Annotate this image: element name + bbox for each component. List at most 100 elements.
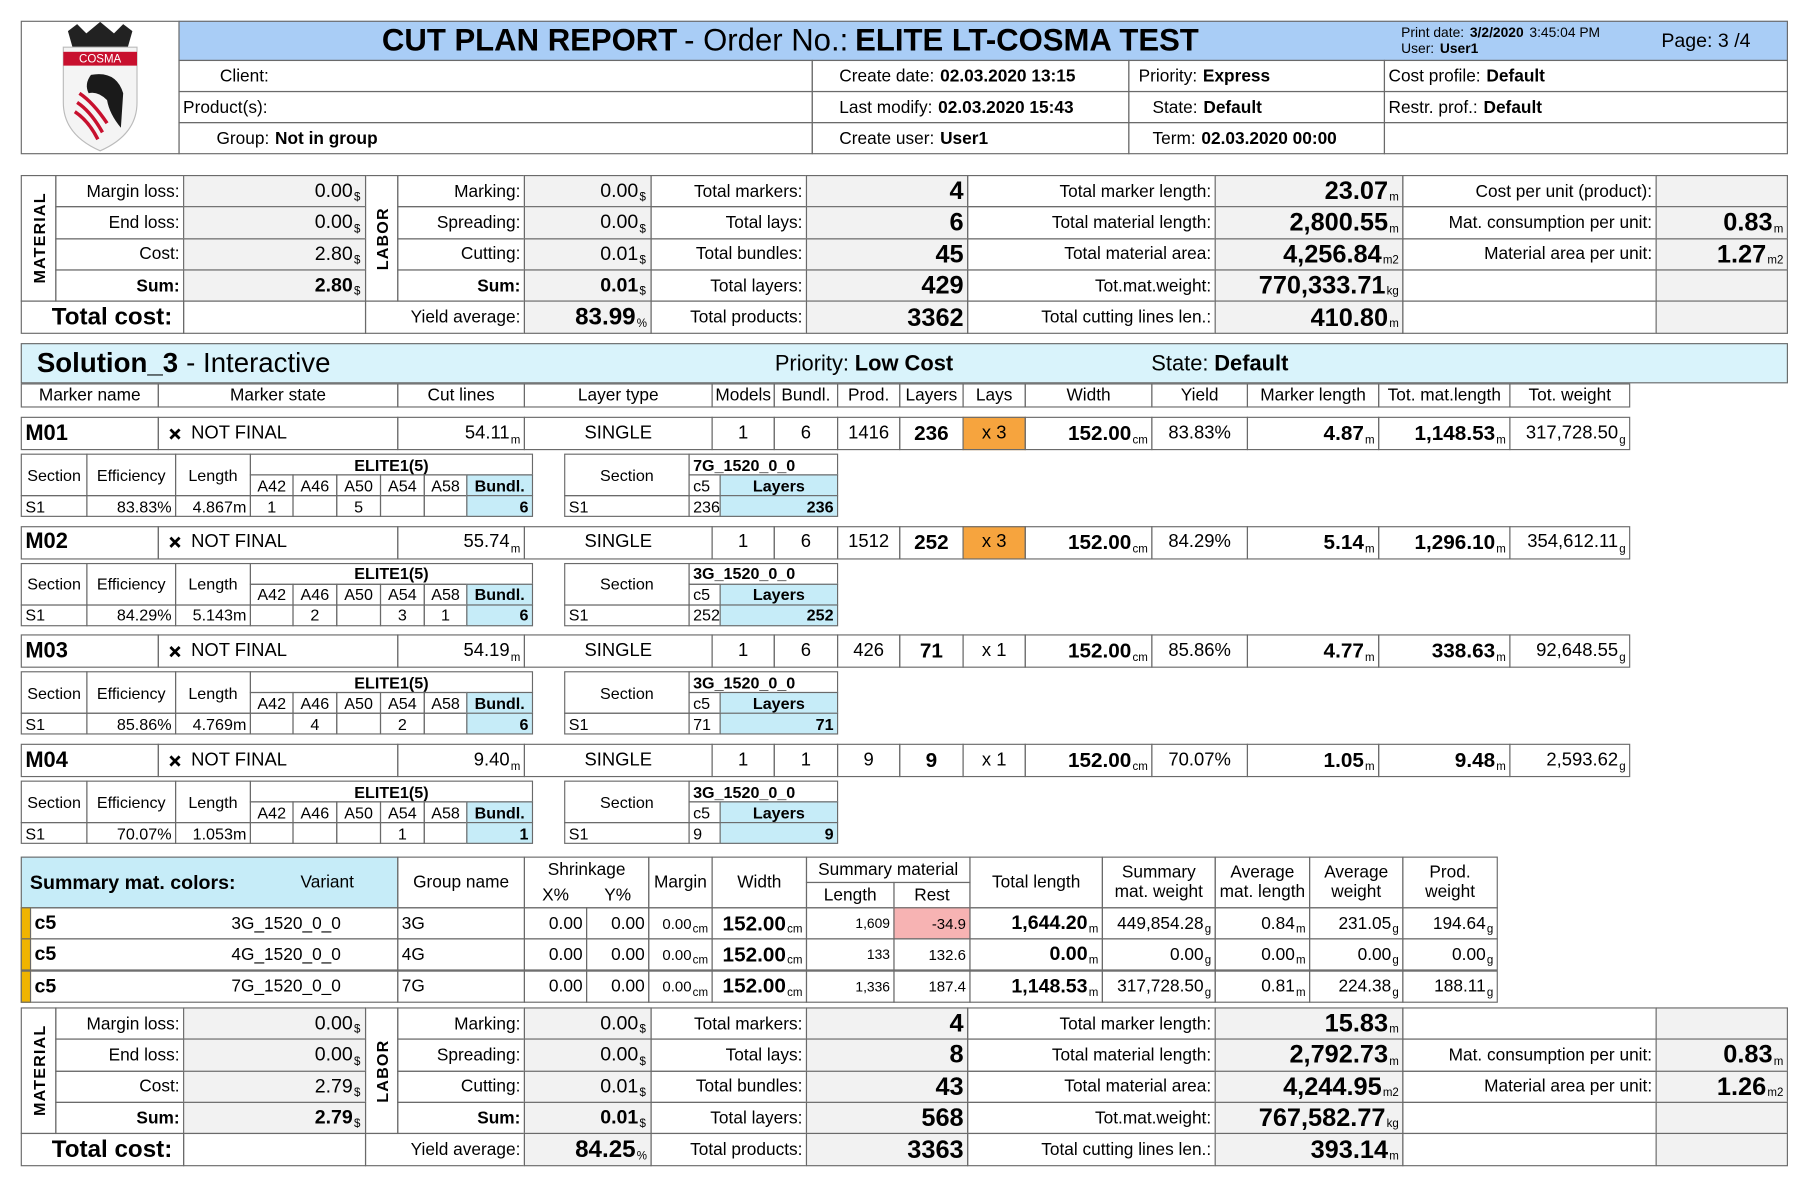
value: M03 [25,638,68,664]
text: 6 [519,605,529,625]
cell: Layers [719,801,839,824]
unit: m [1295,923,1306,937]
value: 1 [738,750,749,770]
value: 02.03.2020 15:43 [938,97,1074,117]
marker-cell: 317,728.50 g [1509,416,1631,451]
text: Total cost: [51,1135,173,1163]
cell: Cutting: [397,1070,525,1103]
cell: Product(s): [178,90,813,124]
text: Cost: [139,1076,180,1097]
text: A58 [431,476,460,495]
text: 83.83% [116,496,172,516]
cell: 71 [719,713,839,735]
value: 1,644.20 [1011,911,1088,934]
cell: A50 [336,801,382,824]
cell: 4.769m [174,713,251,735]
unit: cm [692,986,709,999]
cell: Cost profile: Default [1383,59,1788,93]
value: 0.84 [1261,913,1295,934]
cell: 188.11 g [1402,970,1498,1003]
text: Mat. consumption per unit: [1448,212,1653,233]
unit: m2 [1382,254,1399,267]
marker-cell: 338.63 m [1378,634,1511,669]
cell: 0.01 $ [523,1101,652,1135]
cell: Cutting: [397,237,525,271]
text: c5 [693,585,711,604]
value: 54.19 [463,641,510,661]
cell: A54 [379,801,425,824]
value: 231.05 [1338,913,1392,934]
cell: Summary mat. colors: [21,857,298,909]
text: Sum: [477,275,521,296]
value: x 1 [981,750,1007,770]
text: c5 [34,943,57,966]
cell: Section [564,453,690,497]
logo-box: COSMA [20,20,180,155]
cell: 0.00 $ [183,1038,367,1072]
cell: 23.07 m [1214,174,1404,208]
text: Width [1066,385,1111,406]
text: 7G [401,976,425,996]
cell: 4.867m [174,495,251,517]
cell: 0.00 g [1402,938,1498,971]
value: 1416 [848,423,890,443]
text: A58 [431,585,460,604]
value: SINGLE [584,532,653,552]
marker-cell: x 3 [962,525,1026,560]
unit: $ [353,1086,361,1100]
text: Prod. [1429,862,1471,882]
value: 02.03.2020 00:00 [1201,128,1337,148]
cell: Section [564,671,690,715]
cell: 6 [466,713,534,735]
cell: A58 [423,801,468,824]
cell: 1,148.53 m [969,970,1103,1003]
text: S1 [568,605,589,625]
value: 152.00 [722,974,786,998]
text: Total marker length: [1059,1013,1212,1034]
unit: g [1204,986,1212,999]
marker-cell: 70.07% [1151,743,1249,778]
unit: m [510,434,521,447]
column-header: Bundl. [773,383,839,408]
logo: COSMA [62,21,138,152]
cell: c5 [30,939,169,971]
text: Section [27,574,81,594]
text: Section [27,792,81,812]
cell: 3 [379,604,425,626]
cell: A58 [423,583,468,606]
marker-cell: 1416 [836,416,901,451]
total-cost: Total cost: [20,300,185,335]
text: Mat. consumption per unit: [1448,1045,1653,1065]
cell: Mat. consumption per unit: [1402,206,1657,240]
cell: Bundl. [466,692,534,715]
label: Priority: [774,351,849,376]
cell: 0.00 $ [523,1007,652,1040]
cell: A50 [336,474,382,497]
cell: 7G [397,970,525,1003]
text: Section [599,683,654,703]
text: A42 [257,585,287,604]
cell: c5 [688,801,721,824]
value: 4 [949,176,964,206]
cell: 0.83 m [1655,1038,1788,1072]
text: 2 [397,714,407,734]
marker-cell: 6 [773,634,839,669]
value: 1 [738,423,749,443]
text: Solution_3 [36,347,179,379]
marker-cell: 83.83% [1151,416,1249,451]
text: Marker length [1260,385,1366,406]
value: 152.00 [1067,639,1132,663]
text: Layers [752,476,805,495]
cell: 3G [397,907,525,940]
label: Client: [219,66,269,86]
marker-cell: 1 [711,525,775,560]
unit: g [1486,923,1494,937]
text: Cutting: [460,1076,521,1097]
value: 0.00 [600,179,639,202]
cell: S1 [564,822,690,845]
text: 6 [519,496,529,516]
cell: 84.25% [523,1133,652,1167]
unit: cm [1132,543,1148,556]
text: Bundl. [474,476,525,495]
cell: 0.00 [523,970,588,1003]
